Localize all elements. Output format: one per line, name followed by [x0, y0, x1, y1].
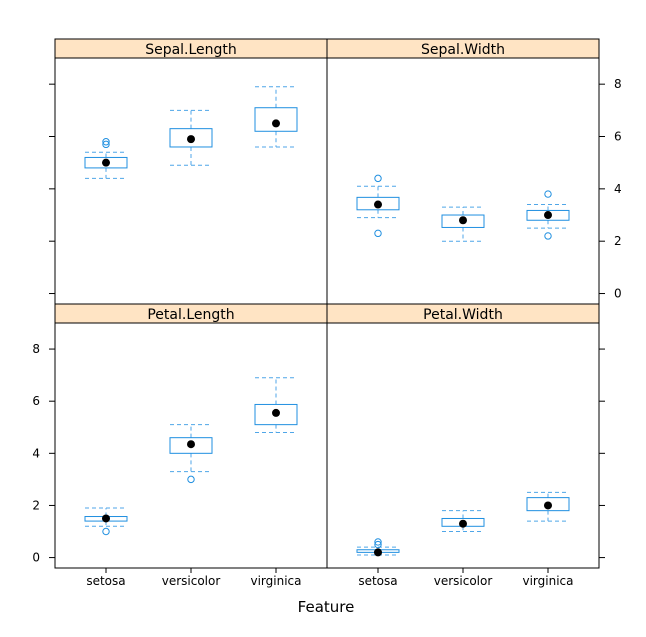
- outlier-sepal-length-setosa-0: [102, 140, 110, 149]
- y-tick-label-right-0: 0: [614, 287, 622, 301]
- box-petal-length-versicolor: [169, 437, 213, 454]
- outlier-sepal-width-virginica-0: [544, 232, 552, 240]
- y-tick-label-left-0: 0: [32, 551, 40, 565]
- outlier-petal-width-setosa-0: [374, 540, 382, 549]
- median-dot-sepal-length-virginica: [272, 119, 280, 128]
- outlier-sepal-width-setosa-1: [374, 174, 382, 183]
- median-dot-sepal-length-versicolor: [187, 135, 195, 144]
- outlier-petal-length-versicolor-0: [187, 475, 195, 484]
- y-tick-label-right-2: 2: [614, 234, 622, 248]
- x-axis-title: Feature: [298, 598, 355, 616]
- box-sepal-width-setosa: [356, 196, 400, 211]
- x-tick-label-petal-length-setosa: setosa: [86, 574, 125, 588]
- box-sepal-length-versicolor: [169, 128, 213, 148]
- y-tick-label-left-8: 8: [32, 342, 40, 356]
- x-tick-label-petal-width-versicolor: versicolor: [434, 574, 493, 588]
- median-dot-petal-length-versicolor: [187, 440, 195, 449]
- box-petal-width-virginica: [526, 497, 570, 512]
- y-tick-label-right-4: 4: [614, 182, 622, 196]
- x-tick-label-petal-width-setosa: setosa: [358, 574, 397, 588]
- median-dot-petal-width-versicolor: [459, 519, 467, 528]
- box-sepal-length-virginica: [254, 107, 298, 132]
- y-tick-label-right-6: 6: [614, 130, 622, 144]
- y-tick-label-right-8: 8: [614, 77, 622, 91]
- box-sepal-width-virginica: [526, 209, 570, 221]
- panel-title-sepal-length: Sepal.Length: [145, 42, 237, 58]
- outlier-sepal-length-setosa-1: [102, 138, 110, 146]
- outlier-sepal-width-virginica-1: [544, 190, 552, 198]
- median-dot-sepal-width-setosa: [374, 200, 382, 209]
- median-dot-sepal-width-versicolor: [459, 216, 467, 225]
- median-dot-petal-length-virginica: [272, 408, 280, 417]
- median-dot-petal-width-setosa: [374, 548, 382, 557]
- median-dot-petal-length-setosa: [102, 514, 110, 523]
- box-sepal-length-setosa: [84, 156, 128, 169]
- outlier-petal-width-setosa-1: [374, 538, 382, 546]
- outlier-sepal-width-setosa-0: [374, 229, 382, 238]
- y-tick-label-left-6: 6: [32, 394, 40, 408]
- x-tick-label-petal-length-virginica: virginica: [251, 574, 302, 588]
- outlier-petal-length-setosa-0: [102, 527, 110, 536]
- box-sepal-width-versicolor: [441, 214, 485, 228]
- x-tick-label-petal-width-virginica: virginica: [523, 574, 574, 588]
- box-petal-length-virginica: [254, 403, 298, 426]
- panel-title-petal-length: Petal.Length: [147, 307, 234, 323]
- panel-title-sepal-width: Sepal.Width: [421, 42, 505, 58]
- y-tick-label-left-4: 4: [32, 446, 40, 460]
- median-dot-sepal-width-virginica: [544, 211, 552, 220]
- panel-frame-sepal-width: [326, 57, 600, 305]
- median-dot-petal-width-virginica: [544, 501, 552, 510]
- panel-title-petal-width: Petal.Width: [423, 307, 503, 323]
- panel-frame-sepal-length: [54, 57, 328, 305]
- y-tick-label-left-2: 2: [32, 498, 40, 512]
- median-dot-sepal-length-setosa: [102, 158, 110, 167]
- x-tick-label-petal-length-versicolor: versicolor: [162, 574, 221, 588]
